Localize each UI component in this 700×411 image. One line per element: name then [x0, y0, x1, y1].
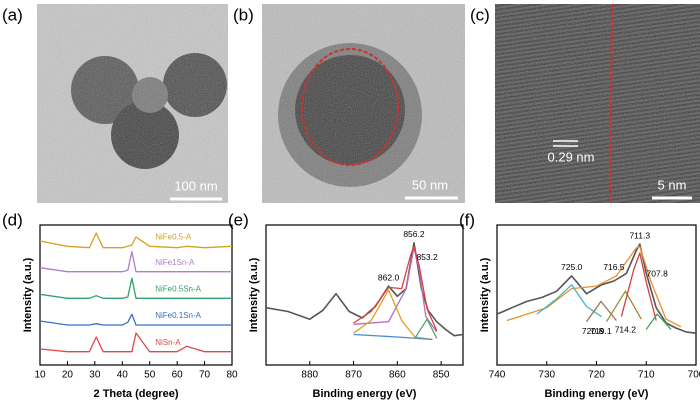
legend-label: NiFe0.1Sn-A	[155, 311, 201, 320]
x-tick-label: 700	[688, 370, 700, 381]
series-line	[39, 277, 232, 299]
panel-label: (f)	[459, 210, 475, 229]
series-line	[620, 252, 657, 321]
series-line	[353, 333, 433, 341]
peak-label: 714.2	[615, 325, 637, 335]
panel-label: (e)	[228, 210, 249, 229]
plot-frame	[39, 224, 233, 366]
x-tick-label: 20	[62, 370, 74, 381]
x-tick-label: 740	[489, 370, 506, 381]
series-line	[39, 251, 232, 273]
peak-label: 856.2	[403, 229, 425, 239]
series-line	[536, 284, 602, 318]
panel-label: (c)	[470, 5, 490, 24]
y-axis-label: Intensity (a.u.)	[248, 257, 260, 332]
peak-label: 725.0	[561, 262, 583, 272]
panel-label: (b)	[233, 5, 254, 24]
series-line	[353, 289, 433, 341]
x-tick-label: 70	[199, 370, 211, 381]
texture	[37, 4, 228, 203]
legend-label: NiFe0.5Sn-A	[155, 284, 201, 293]
x-axis-label: 2 Theta (degree)	[94, 388, 179, 400]
series-line	[605, 290, 642, 323]
series-line	[39, 332, 232, 353]
panel-a: (a) 100 nm	[2, 4, 228, 203]
texture	[495, 4, 700, 203]
series-line	[645, 313, 672, 330]
x-axis-label: Binding energy (eV)	[313, 388, 417, 400]
series-line	[496, 243, 697, 334]
series-line	[39, 232, 233, 249]
x-tick-label: 720	[588, 370, 605, 381]
spacing-label: 0.29 nm	[548, 149, 595, 164]
panel-c: (c) 0.29 nm 5 nm	[470, 3, 700, 204]
series-line	[585, 300, 617, 323]
series-line	[39, 313, 232, 326]
y-axis-label: Intensity (a.u.)	[479, 257, 491, 332]
outline	[301, 48, 399, 166]
plot-frame	[496, 224, 697, 366]
series-line	[414, 318, 438, 339]
scale-label: 5 nm	[658, 177, 687, 192]
peak-label: 716.5	[603, 262, 625, 272]
x-tick-label: 880	[301, 370, 318, 381]
panel-label: (d)	[2, 210, 23, 229]
peak-label: 720.8	[582, 326, 604, 336]
x-tick-label: 870	[345, 370, 362, 381]
x-tick-label: 10	[34, 370, 46, 381]
x-tick-label: 30	[89, 370, 101, 381]
peak-label: 862.0	[378, 272, 400, 282]
x-tick-label: 710	[638, 370, 655, 381]
scale-label: 100 nm	[174, 178, 217, 193]
series-line	[265, 242, 464, 337]
legend-label: NiFe1Sn-A	[155, 258, 195, 267]
series-line	[506, 245, 682, 328]
x-tick-label: 850	[433, 370, 450, 381]
peak-label: 719.1	[590, 326, 612, 336]
legend-label: NiSn-A	[155, 338, 181, 347]
panel-b: (b) 50 nm	[233, 4, 465, 203]
x-tick-label: 60	[172, 370, 184, 381]
peak-label: 853.2	[416, 252, 438, 262]
x-tick-label: 730	[538, 370, 555, 381]
series-line	[353, 245, 438, 331]
peak-label: 711.3	[629, 230, 650, 240]
x-axis-label: Binding energy (eV)	[545, 388, 649, 400]
scale-label: 50 nm	[412, 177, 448, 192]
x-tick-label: 40	[117, 370, 129, 381]
x-tick-label: 80	[226, 370, 238, 381]
y-axis-label: Intensity (a.u.)	[22, 257, 34, 332]
texture	[262, 4, 465, 203]
boundary	[609, 3, 613, 204]
x-tick-label: 50	[144, 370, 156, 381]
peak-label: 707.8	[647, 269, 669, 279]
plot-frame	[265, 224, 464, 366]
legend-label: NiFe0.5-A	[155, 232, 192, 241]
panel-label: (a)	[2, 5, 23, 24]
x-tick-label: 860	[389, 370, 406, 381]
